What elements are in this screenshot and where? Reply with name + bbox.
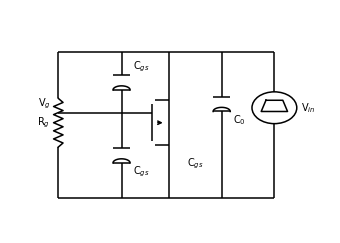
Text: C$_{gs}$: C$_{gs}$ (187, 157, 204, 171)
Text: V$_g$: V$_g$ (38, 97, 50, 112)
Text: V$_{in}$: V$_{in}$ (301, 101, 315, 115)
Text: C$_{gs}$: C$_{gs}$ (133, 165, 150, 179)
Text: C$_{gs}$: C$_{gs}$ (133, 60, 150, 74)
Text: R$_g$: R$_g$ (37, 115, 50, 130)
Text: C$_0$: C$_0$ (233, 113, 246, 127)
